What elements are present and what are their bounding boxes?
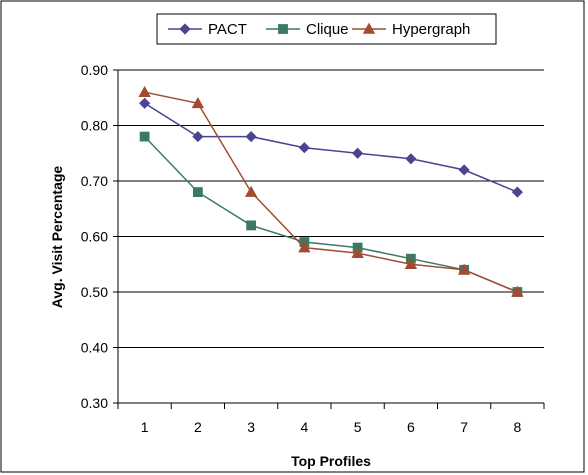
pact-point xyxy=(192,131,204,143)
hypergraph-point xyxy=(138,85,151,97)
legend: PACT Clique Hypergraph xyxy=(156,13,497,45)
x-tick-label: 1 xyxy=(141,419,149,435)
legend-hypergraph-marker xyxy=(362,22,376,34)
pact-point xyxy=(458,164,470,176)
y-tick-label: 0.90 xyxy=(81,62,108,78)
hypergraph-point xyxy=(298,241,311,253)
pact-point xyxy=(245,131,257,143)
clique-line xyxy=(144,136,518,293)
hypergraph-line xyxy=(144,91,518,293)
pact-point xyxy=(139,97,151,109)
y-tick-label: 0.30 xyxy=(81,395,108,411)
x-tick-label: 8 xyxy=(513,419,521,435)
x-tick-label: 2 xyxy=(194,419,202,435)
y-tick-label: 0.40 xyxy=(81,340,108,356)
clique-point xyxy=(246,220,257,231)
hypergraph-point xyxy=(404,257,418,270)
series-group xyxy=(138,85,524,297)
clique-point xyxy=(139,131,150,142)
x-tick-label: 7 xyxy=(460,419,468,435)
hypergraph-point xyxy=(351,246,364,258)
x-tick-label: 5 xyxy=(354,419,362,435)
x-tick-label: 6 xyxy=(407,419,415,435)
y-axis: 0.30 0.40 0.50 0.60 0.70 0.80 0.90 xyxy=(81,62,119,411)
y-tick-label: 0.70 xyxy=(81,173,108,189)
legend-box xyxy=(156,13,497,45)
pact-point xyxy=(511,186,523,198)
legend-pact-marker xyxy=(179,23,191,35)
pact-point xyxy=(405,153,417,165)
x-axis: 1 2 3 4 5 6 7 8 xyxy=(117,402,545,435)
hypergraph-point xyxy=(457,263,471,275)
y-axis-title: Avg. Visit Percentage xyxy=(49,166,65,309)
pact-line xyxy=(144,102,518,193)
clique-point xyxy=(192,187,203,198)
grid-lines xyxy=(118,69,544,348)
legend-hypergraph-label: Hypergraph xyxy=(392,21,470,38)
hypergraph-point xyxy=(244,185,258,197)
legend-clique-marker xyxy=(278,24,288,34)
pact-point xyxy=(352,147,364,159)
hypergraph-point xyxy=(191,96,205,109)
legend-clique-label: Clique xyxy=(306,21,349,38)
y-tick-label: 0.80 xyxy=(81,118,108,134)
x-tick-label: 3 xyxy=(247,419,255,435)
legend-pact-label: PACT xyxy=(208,21,247,38)
x-axis-title: Top Profiles xyxy=(291,453,371,469)
pact-point xyxy=(298,142,310,154)
y-tick-label: 0.50 xyxy=(81,284,108,300)
x-tick-label: 4 xyxy=(300,419,308,435)
hypergraph-point xyxy=(511,285,524,297)
y-tick-label: 0.60 xyxy=(81,229,108,245)
